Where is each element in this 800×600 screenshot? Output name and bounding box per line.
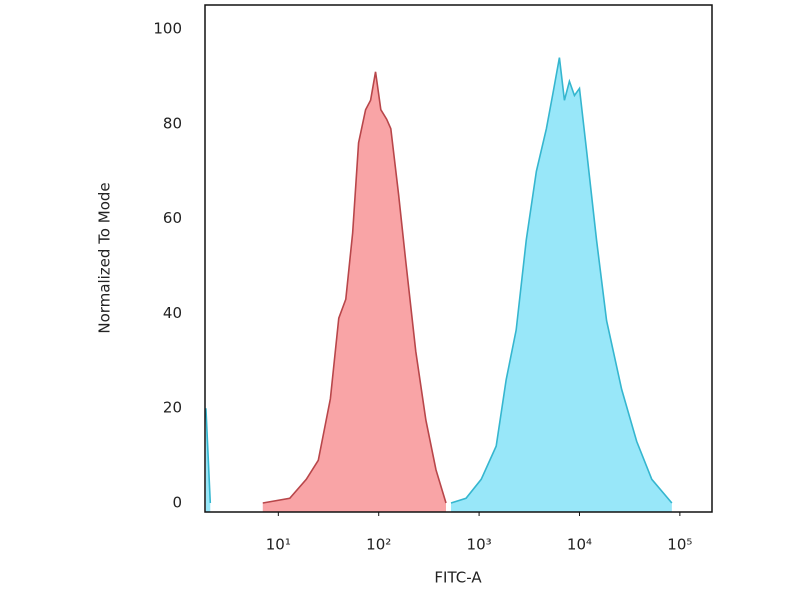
x-tick-label: 10³ — [467, 536, 492, 554]
histogram-line — [205, 57, 673, 504]
y-tick-label: 0 — [172, 493, 182, 511]
plot-frame — [204, 4, 713, 513]
y-tick-label: 100 — [153, 20, 182, 38]
x-tick-label: 10² — [366, 536, 391, 554]
y-tick-label: 60 — [163, 209, 182, 227]
x-tick-label: 10¹ — [266, 536, 291, 554]
x-tick-label: 10⁴ — [567, 536, 592, 554]
x-axis-label: FITC-A — [434, 569, 482, 587]
histogram-area — [262, 71, 446, 513]
histogram-area — [451, 57, 672, 512]
y-tick-label: 80 — [163, 114, 182, 132]
x-tick-label: 10⁵ — [667, 536, 692, 554]
y-tick-label: 20 — [163, 399, 182, 417]
y-tick-label: 40 — [163, 304, 182, 322]
y-axis-label: Normalized To Mode — [96, 182, 114, 333]
histogram-line — [262, 71, 447, 504]
